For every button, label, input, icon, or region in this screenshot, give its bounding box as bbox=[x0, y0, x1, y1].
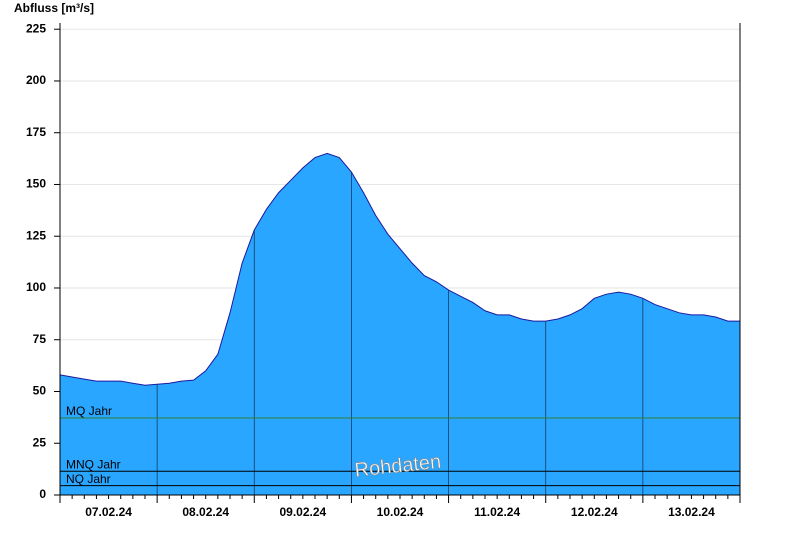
reference-label: MNQ Jahr bbox=[66, 457, 121, 471]
line bbox=[59, 152, 740, 386]
x-tick-label: 07.02.24 bbox=[85, 505, 132, 519]
y-tick-label: 175 bbox=[26, 125, 46, 139]
x-tick-label: 10.02.24 bbox=[377, 505, 424, 519]
y-tick-label: 75 bbox=[33, 332, 47, 346]
reference-label: NQ Jahr bbox=[66, 472, 111, 486]
y-tick-label: 225 bbox=[26, 21, 46, 35]
y-tick-label: 0 bbox=[39, 487, 46, 501]
x-tick-label: 09.02.24 bbox=[279, 505, 326, 519]
y-tick-label: 150 bbox=[26, 177, 46, 191]
y-tick-label: 25 bbox=[33, 435, 47, 449]
x-tick-label: 08.02.24 bbox=[182, 505, 229, 519]
x-tick-label: 11.02.24 bbox=[474, 505, 520, 519]
area bbox=[60, 153, 740, 495]
y-tick-label: 50 bbox=[33, 384, 47, 398]
x-tick-label: 13.02.24 bbox=[668, 505, 715, 519]
reference-label: MQ Jahr bbox=[66, 404, 112, 418]
y-tick-label: 200 bbox=[26, 73, 46, 87]
x-tick-label: 12.02.24 bbox=[571, 505, 618, 519]
y-tick-label: 100 bbox=[26, 280, 46, 294]
y-tick-label: 125 bbox=[26, 228, 46, 242]
y-axis-label: Abfluss [m³/s] bbox=[14, 1, 94, 15]
